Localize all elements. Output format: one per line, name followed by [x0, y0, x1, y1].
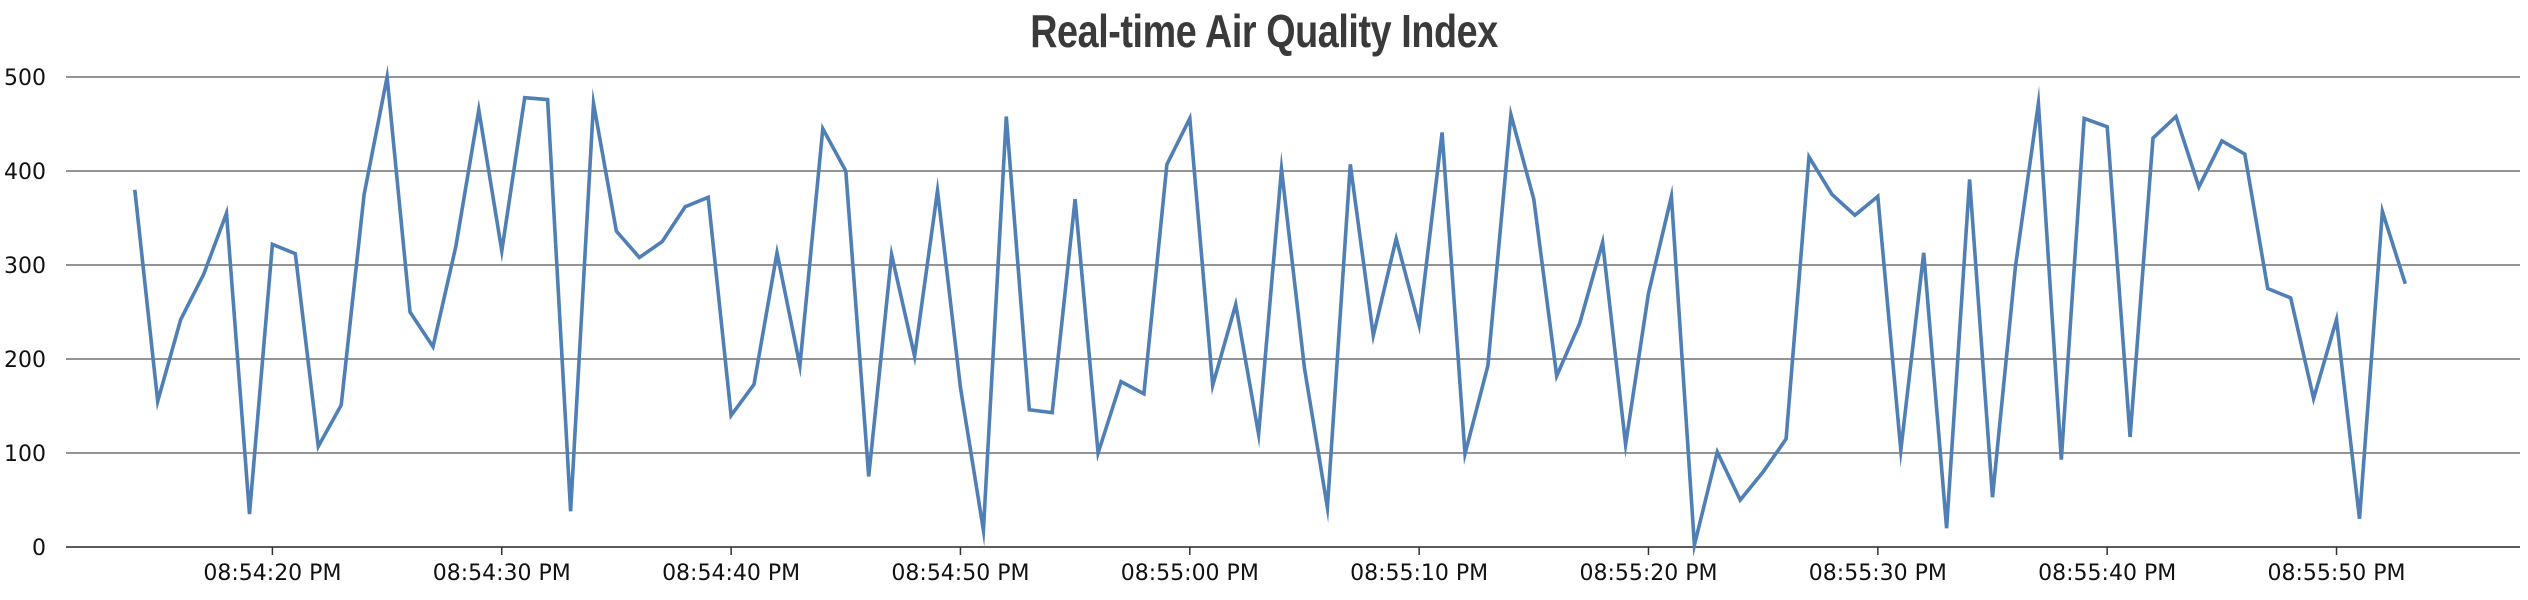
x-tick-label: 08:54:50 PM [891, 561, 1029, 586]
y-tick-label: 300 [4, 254, 46, 279]
x-tick-label: 08:54:20 PM [203, 561, 341, 586]
x-tick-label: 08:55:20 PM [1579, 561, 1717, 586]
aqi-series-line [133, 64, 2408, 557]
x-tick-label: 08:55:10 PM [1350, 561, 1488, 586]
x-tick-label: 08:55:50 PM [2267, 561, 2405, 586]
x-tick-labels: 08:54:20 PM 08:54:30 PM 08:54:40 PM 08:54:5… [203, 561, 2405, 586]
x-tick-label: 08:55:00 PM [1121, 561, 1259, 586]
series-layer [133, 64, 2408, 557]
axes [66, 546, 2520, 555]
y-tick-label: 500 [4, 66, 46, 91]
y-tick-label: 200 [4, 348, 46, 373]
y-tick-label: 0 [32, 536, 46, 561]
chart-title: Real-time Air Quality Index [1030, 5, 1498, 57]
y-tick-label: 400 [4, 160, 46, 185]
x-tick-label: 08:55:40 PM [2038, 561, 2176, 586]
y-tick-label: 100 [4, 442, 46, 467]
x-tick-label: 08:55:30 PM [1809, 561, 1947, 586]
x-tick-label: 08:54:40 PM [662, 561, 800, 586]
x-tick-label: 08:54:30 PM [433, 561, 571, 586]
y-tick-labels: 0 100 200 300 400 500 [4, 66, 46, 561]
